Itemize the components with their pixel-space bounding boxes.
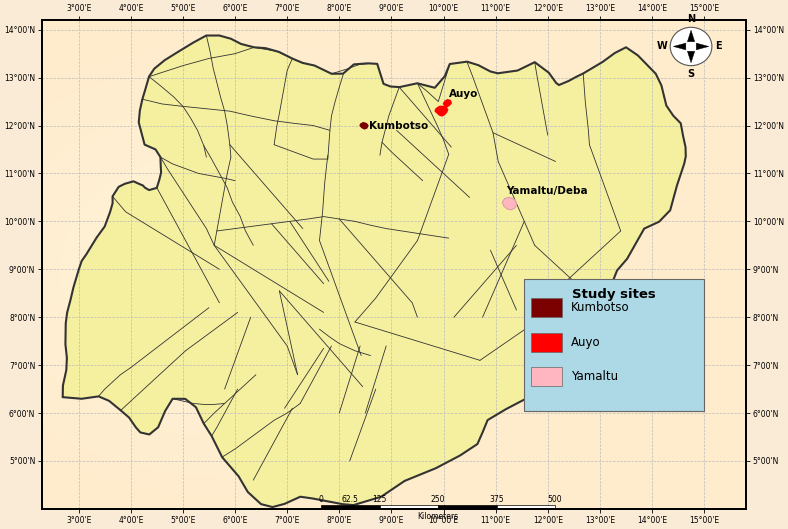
Text: Study sites: Study sites	[572, 287, 656, 300]
FancyBboxPatch shape	[524, 279, 704, 411]
Bar	[530, 367, 562, 386]
Polygon shape	[444, 99, 452, 107]
Bar	[438, 505, 496, 508]
Text: W: W	[656, 41, 667, 51]
Polygon shape	[687, 30, 695, 42]
Polygon shape	[63, 35, 686, 507]
Text: E: E	[715, 41, 722, 51]
Text: 62.5: 62.5	[342, 495, 359, 504]
Polygon shape	[435, 106, 448, 116]
Polygon shape	[673, 43, 686, 50]
Text: Kumbotso: Kumbotso	[571, 301, 630, 314]
Text: N: N	[687, 14, 695, 24]
Polygon shape	[687, 51, 695, 63]
Text: Auyo: Auyo	[571, 335, 600, 349]
Bar	[380, 505, 438, 508]
Bar	[530, 333, 562, 352]
Bar	[496, 505, 555, 508]
Text: Yamaltu: Yamaltu	[571, 370, 619, 383]
Polygon shape	[503, 197, 516, 210]
Text: S: S	[687, 69, 694, 78]
Bar	[321, 505, 380, 508]
Bar	[530, 298, 562, 317]
Polygon shape	[697, 43, 708, 50]
Polygon shape	[360, 123, 368, 129]
Text: Kumbotso: Kumbotso	[369, 121, 428, 131]
Text: 125: 125	[373, 495, 387, 504]
Circle shape	[671, 28, 712, 66]
Text: 500: 500	[548, 495, 563, 504]
Text: 0: 0	[318, 495, 324, 504]
Text: Yamaltu/Deba: Yamaltu/Deba	[506, 186, 588, 196]
Text: Kilometers: Kilometers	[418, 512, 459, 521]
Text: 375: 375	[489, 495, 504, 504]
Text: 250: 250	[431, 495, 445, 504]
Text: Auyo: Auyo	[448, 89, 478, 99]
